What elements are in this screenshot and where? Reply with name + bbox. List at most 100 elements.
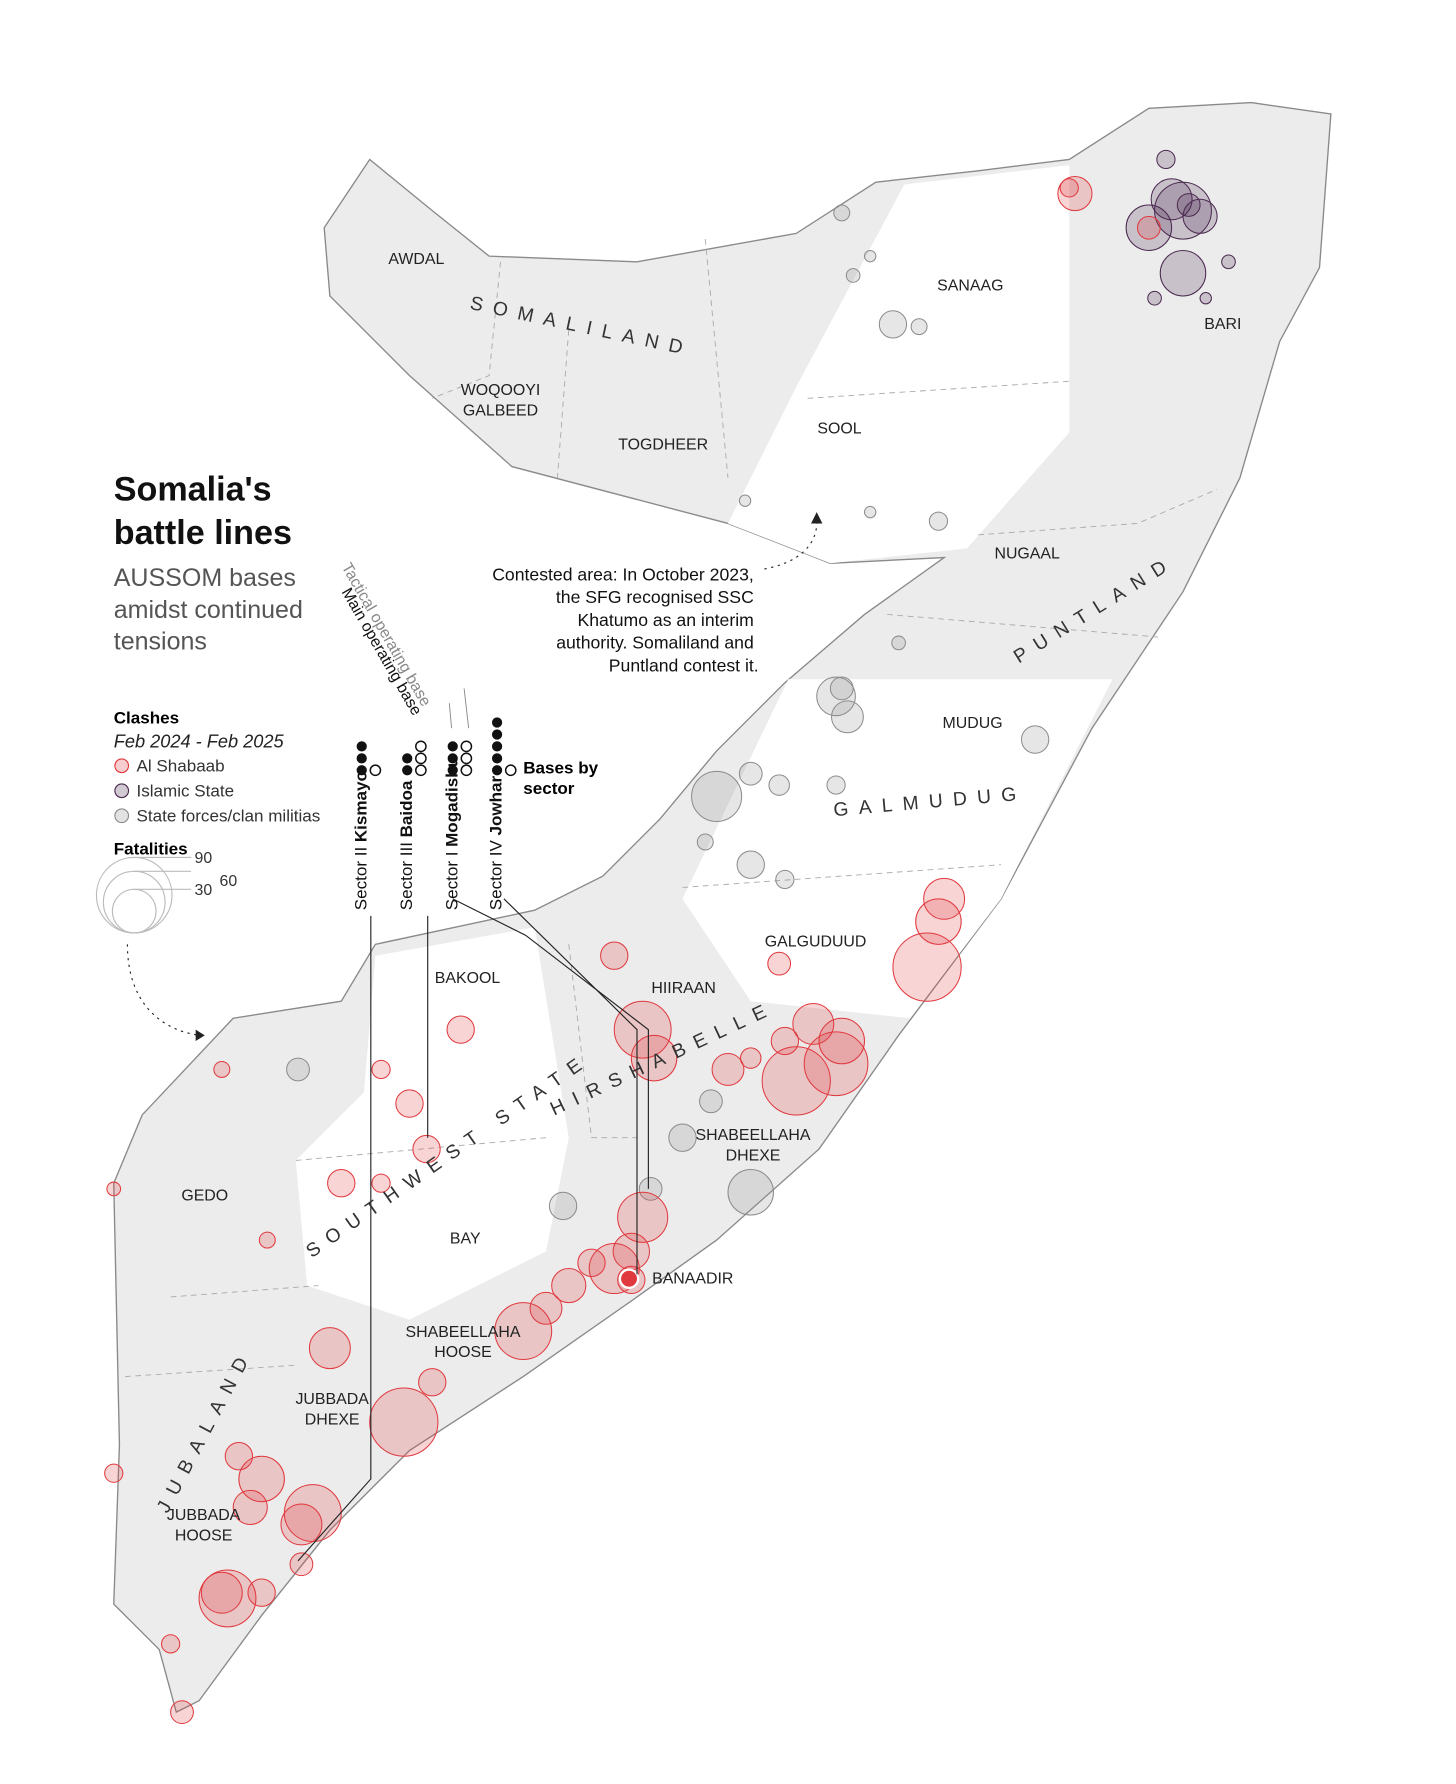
sector-label: Sector III Baidoa — [397, 780, 416, 910]
main-base-dot — [402, 753, 413, 764]
main-label: Main operating base — [338, 585, 425, 718]
clash-circle — [104, 1463, 124, 1483]
region-label-line: JUBBADA — [167, 1507, 241, 1524]
legend-label: State forces/clan militias — [136, 806, 320, 825]
clash-circle — [1136, 215, 1161, 240]
clash-circle — [289, 1552, 314, 1577]
clash-circle — [371, 1059, 391, 1080]
size-circle — [111, 888, 157, 934]
annotation: Contested area: In October 2023, the SFG… — [492, 564, 759, 675]
tactical-label: Tactical operating base — [338, 560, 434, 710]
sector-city: Jowhar — [487, 775, 506, 835]
region-label-line: NUGAAL — [994, 546, 1060, 563]
annotation-line: the SFG recognised SSC — [556, 587, 754, 607]
size-circle — [95, 856, 173, 934]
tactical-base-dot — [415, 764, 427, 777]
tactical-base-dot — [415, 740, 427, 753]
clash-circle — [829, 676, 854, 701]
title-line: battle lines — [114, 514, 292, 552]
main-base-dot — [447, 753, 458, 764]
legend-arrow — [126, 944, 200, 1036]
clash-circle — [630, 1034, 678, 1082]
clash-circle — [891, 635, 906, 651]
tactical-base-dot — [369, 764, 382, 777]
clash-layer — [104, 149, 1236, 1725]
region-label: BARI — [1204, 316, 1241, 333]
size-circle — [102, 870, 166, 934]
bases-title-line: Bases by — [523, 759, 598, 778]
clash-circle — [1182, 198, 1218, 234]
tactical-base-dot — [460, 740, 473, 753]
clash-circle — [767, 951, 792, 976]
clash-circle — [1159, 249, 1207, 297]
clash-circle — [198, 1569, 257, 1628]
clash-circle — [736, 850, 765, 879]
contested-area — [728, 165, 1070, 564]
annotation-line: Puntland contest it. — [609, 655, 759, 675]
annotation-arrowhead — [811, 512, 823, 524]
bases-title: Bases by sector — [523, 759, 603, 798]
subtitle-line: AUSSOM bases — [114, 564, 296, 592]
main-base-dot — [491, 729, 503, 740]
clash-circle — [878, 310, 908, 339]
clash-circle — [892, 932, 962, 1002]
region-label: NUGAAL — [994, 546, 1060, 563]
region-label-line: SOOL — [817, 421, 861, 438]
clash-circle — [668, 1123, 697, 1152]
main-base-dot — [447, 765, 458, 776]
clash-circle — [613, 1000, 672, 1059]
clash-circle — [740, 1047, 762, 1069]
clash-circle — [699, 1089, 723, 1114]
clash-circle — [529, 1291, 563, 1325]
size-legend: 90 60 30 — [95, 850, 237, 934]
clash-circle — [224, 1442, 254, 1471]
banaadir-marker — [618, 1268, 640, 1289]
tactical-base-dot — [460, 752, 473, 765]
region-label-line: MUDUG — [943, 715, 1003, 732]
clash-circle — [412, 1134, 441, 1164]
subtitle-line: amidst continued — [114, 596, 303, 624]
tactical-base-dot — [460, 764, 473, 777]
clash-circle — [258, 1231, 276, 1249]
annotation-line: Khatumo as an interim — [577, 610, 753, 630]
main-base-dot — [491, 717, 503, 728]
clash-circle — [928, 511, 949, 531]
sector-name: Sector I — [442, 851, 461, 910]
region-label-line: BARI — [1204, 316, 1241, 333]
title: Somalia's battle lines — [114, 471, 292, 552]
region-label: TOGDHEER — [618, 437, 708, 454]
clash-circle — [923, 877, 966, 920]
region-label-line: DHEXE — [726, 1147, 781, 1164]
region-label: BANAADIR — [652, 1270, 733, 1287]
sector-label: Sector IV Jowhar — [487, 775, 506, 910]
main-base-dot — [356, 741, 367, 752]
region-label: SHABEELLAHA HOOSE — [405, 1324, 520, 1361]
galmudug-area — [682, 679, 1113, 1019]
legend-period: Feb 2024 - Feb 2025 — [114, 732, 285, 752]
clash-circle — [816, 676, 856, 717]
clash-circle — [1125, 204, 1173, 251]
region-label: SHABEELLAHA DHEXE — [696, 1127, 811, 1164]
sector-name: Sector III — [397, 842, 416, 910]
clash-circle — [833, 204, 851, 222]
legend-label: Islamic State — [136, 781, 234, 800]
region-label-line: TOGDHEER — [618, 437, 708, 454]
region-label: JUBBADA DHEXE — [295, 1391, 369, 1428]
subtitle: AUSSOM bases amidst continued tensions — [114, 564, 310, 656]
clash-circle — [863, 505, 877, 519]
tactical-base-dot — [415, 752, 427, 765]
region-label-line: SHABEELLAHA — [405, 1324, 520, 1341]
annotation-line: Contested area: In October 2023, — [492, 564, 754, 584]
clash-circle — [738, 494, 752, 507]
clash-circle — [1221, 254, 1236, 270]
region-label: JUBBADA HOOSE — [167, 1507, 241, 1544]
clash-circle — [910, 318, 928, 336]
region-label-line: AWDAL — [388, 251, 444, 268]
clash-circle — [161, 1634, 181, 1654]
clash-circle — [548, 1191, 578, 1221]
region-label: AWDAL — [388, 251, 444, 268]
legend-swatch — [114, 808, 130, 824]
clash-circle — [831, 700, 864, 734]
